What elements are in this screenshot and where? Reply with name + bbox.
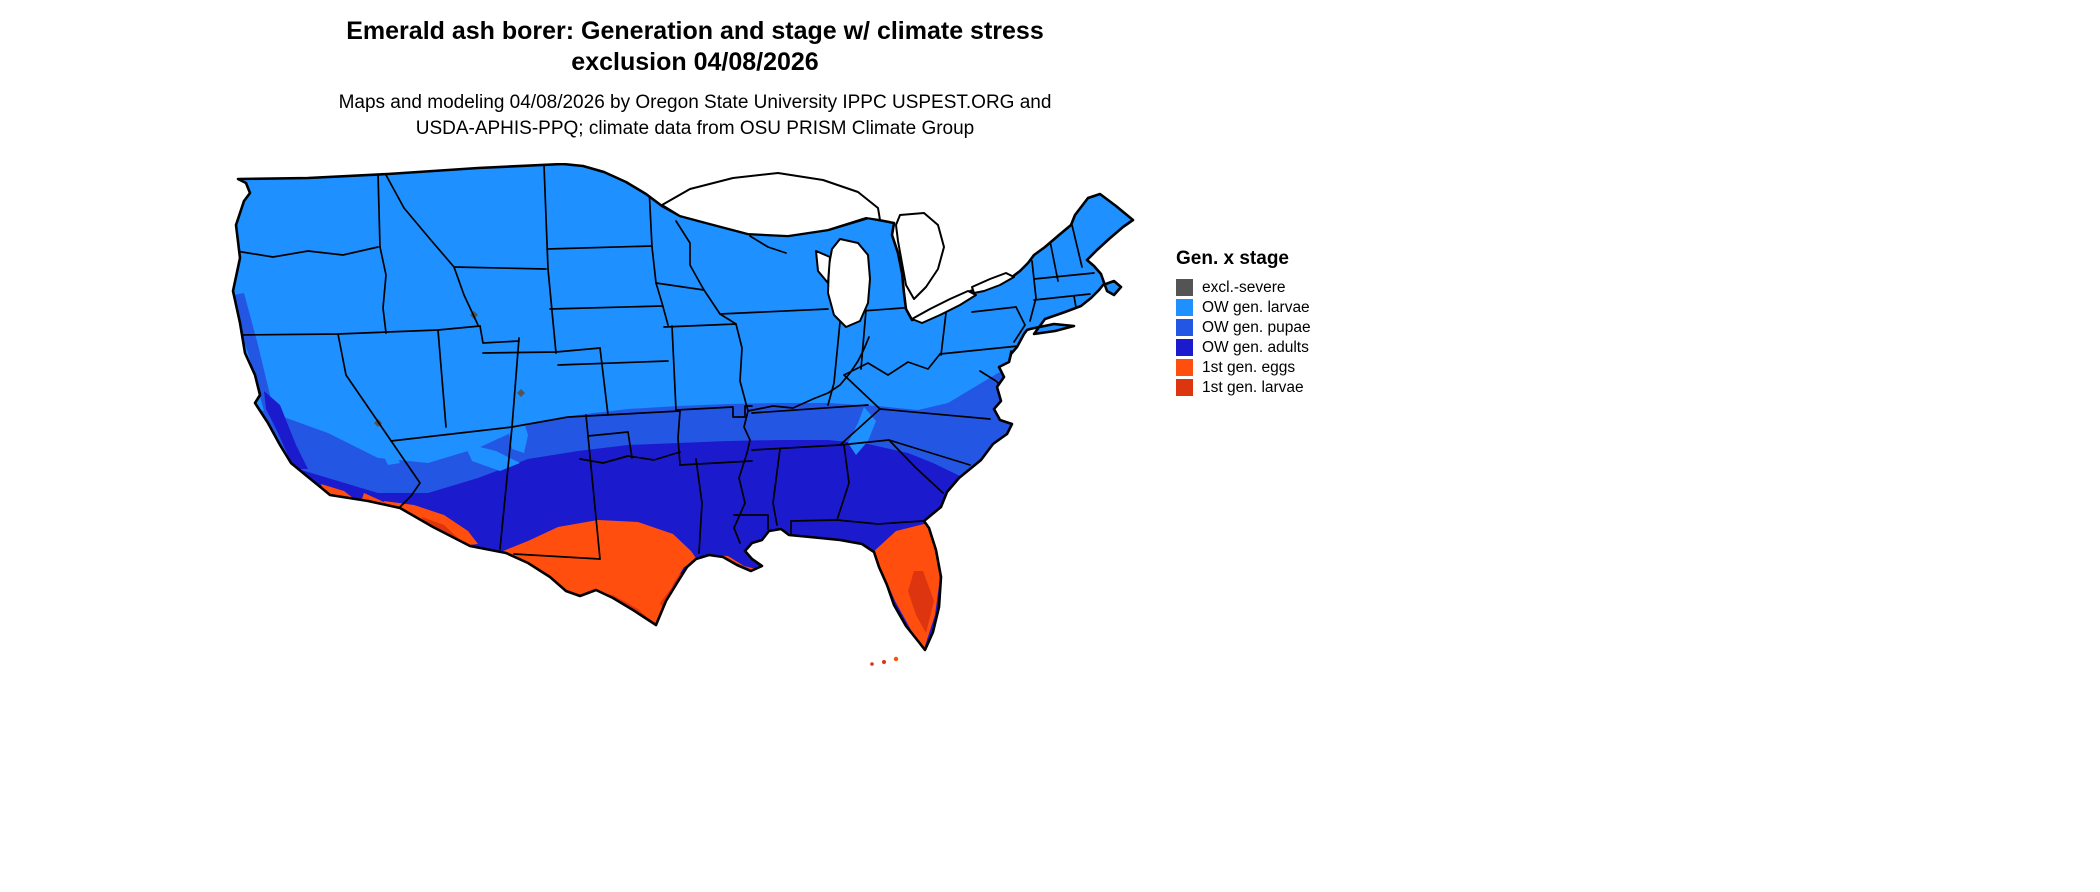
legend-label: 1st gen. larvae: [1202, 379, 1304, 396]
legend-label: OW gen. adults: [1202, 339, 1309, 356]
region-arizona-larvae1: [422, 517, 458, 538]
region-sierra-larvae: [346, 375, 400, 465]
legend: Gen. x stage excl.-severe OW gen. larvae…: [1176, 248, 1311, 399]
region-florida-larvae1: [908, 571, 934, 633]
legend-swatch-ow-gen-larvae: [1176, 299, 1193, 316]
region-texas-eggs: [498, 520, 698, 625]
legend-label: excl.-severe: [1202, 279, 1286, 296]
stage-regions: [233, 164, 1133, 650]
legend-item: OW gen. larvae: [1176, 299, 1311, 316]
legend-swatch-ow-gen-adults: [1176, 339, 1193, 356]
lake-ontario: [971, 272, 1015, 294]
lake-erie: [911, 290, 977, 324]
legend-item: OW gen. adults: [1176, 339, 1311, 356]
state-borders: [235, 164, 1095, 560]
lake-superior: [661, 172, 881, 237]
legend-swatch-ow-gen-pupae: [1176, 319, 1193, 336]
region-central-valley-adults: [264, 391, 308, 469]
legend-title: Gen. x stage: [1176, 248, 1289, 269]
legend-label: OW gen. larvae: [1202, 299, 1310, 316]
legend-item: 1st gen. larvae: [1176, 379, 1311, 396]
legend-item: excl.-severe: [1176, 279, 1311, 296]
map-title-line1: Emerald ash borer: Generation and stage …: [346, 17, 1044, 45]
legend-item: 1st gen. eggs: [1176, 359, 1311, 376]
us-map: [231, 163, 1135, 666]
region-excl-severe-speck-1: [517, 389, 525, 397]
region-plateau-larvae: [464, 443, 520, 471]
map-subtitle: Maps and modeling 04/08/2026 by Oregon S…: [0, 90, 1390, 142]
legend-label: 1st gen. eggs: [1202, 359, 1296, 376]
map-subtitle-line2: USDA-APHIS-PPQ; climate data from OSU PR…: [415, 118, 975, 139]
great-lakes: [661, 172, 1015, 328]
green-bay: [815, 250, 831, 284]
legend-label: OW gen. pupae: [1202, 319, 1311, 336]
lake-michigan: [827, 238, 871, 328]
legend-swatch-1st-gen-larvae: [1176, 379, 1193, 396]
map-title-line2: exclusion 04/08/2026: [571, 48, 819, 76]
map-subtitle-line1: Maps and modeling 04/08/2026 by Oregon S…: [338, 92, 1052, 113]
florida-keys: [870, 656, 899, 666]
lake-huron: [895, 212, 945, 300]
legend-item: OW gen. pupae: [1176, 319, 1311, 336]
legend-swatch-1st-gen-eggs: [1176, 359, 1193, 376]
region-rockies-larvae: [496, 377, 528, 453]
legend-swatch-excl-severe: [1176, 279, 1193, 296]
map-title: Emerald ash borer: Generation and stage …: [0, 16, 1390, 78]
